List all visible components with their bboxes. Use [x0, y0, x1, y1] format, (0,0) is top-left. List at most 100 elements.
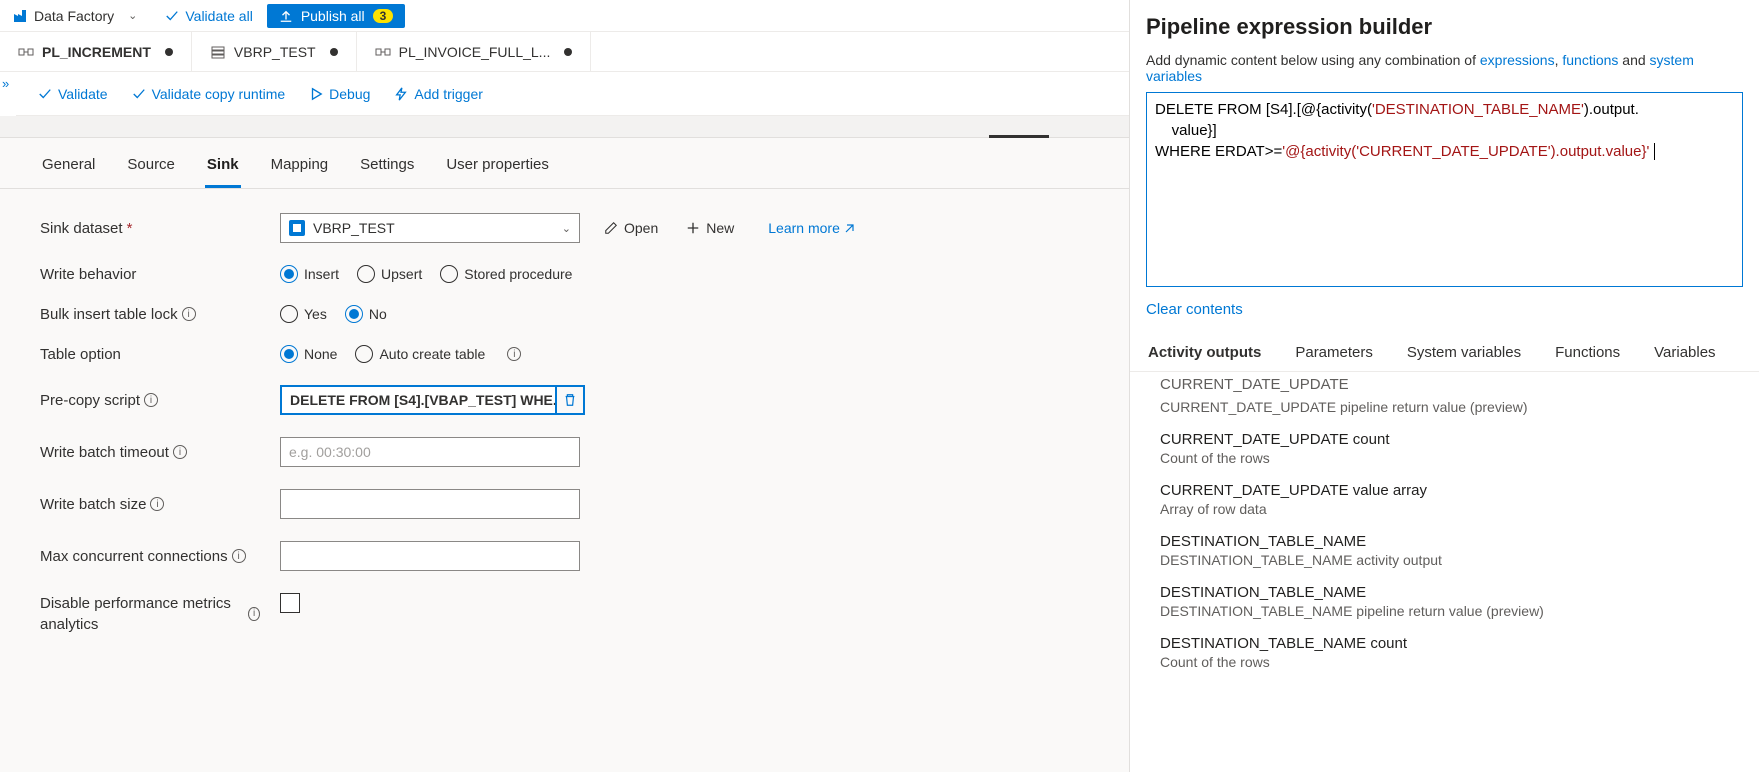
- max-conn-input[interactable]: [280, 541, 580, 571]
- expression-editor[interactable]: DELETE FROM [S4].[@{activity('DESTINATIO…: [1146, 92, 1743, 287]
- property-tab-general[interactable]: General: [40, 156, 97, 188]
- learn-more-link[interactable]: Learn more: [768, 220, 856, 236]
- check-icon: [38, 87, 52, 101]
- radio-label: Insert: [304, 266, 339, 282]
- output-desc: CURRENT_DATE_UPDATE pipeline return valu…: [1160, 399, 1743, 415]
- new-dataset-button[interactable]: New: [682, 220, 738, 236]
- check-icon: [132, 87, 146, 101]
- publish-all-label: Publish all: [301, 8, 365, 24]
- dataset-icon: [210, 44, 226, 60]
- output-title: DESTINATION_TABLE_NAME count: [1160, 635, 1743, 652]
- sink-dataset-select[interactable]: VBRP_TEST ⌄: [280, 213, 580, 243]
- pencil-icon: [604, 221, 618, 235]
- file-tab[interactable]: VBRP_TEST: [192, 32, 357, 71]
- write-behavior-radio-insert[interactable]: Insert: [280, 265, 339, 283]
- output-title: CURRENT_DATE_UPDATE count: [1160, 431, 1743, 448]
- batch-timeout-input[interactable]: [280, 437, 580, 467]
- expression-tab-variables[interactable]: Variables: [1652, 336, 1717, 371]
- bolt-icon: [394, 87, 408, 101]
- dirty-dot: [564, 48, 572, 56]
- expression-desc-link-expressions[interactable]: expressions: [1480, 52, 1555, 68]
- disable-metrics-checkbox[interactable]: [280, 593, 300, 613]
- write-behavior-radio-stored-procedure[interactable]: Stored procedure: [440, 265, 572, 283]
- batch-timeout-label: Write batch timeout: [40, 444, 169, 461]
- output-desc: DESTINATION_TABLE_NAME activity output: [1160, 552, 1743, 568]
- precopy-delete-button[interactable]: [555, 385, 585, 415]
- file-tab[interactable]: PL_INVOICE_FULL_L...: [357, 32, 592, 71]
- validate-all-button[interactable]: Validate all: [157, 4, 260, 28]
- radio-label: Stored procedure: [464, 266, 572, 282]
- publish-badge: 3: [373, 9, 394, 23]
- info-icon[interactable]: i: [507, 347, 521, 361]
- table-option-radio-none[interactable]: None: [280, 345, 337, 363]
- write-behavior-label: Write behavior: [40, 266, 136, 283]
- brand-menu[interactable]: Data Factory ⌄: [6, 6, 151, 26]
- add-trigger-label: Add trigger: [414, 86, 482, 102]
- factory-icon: [12, 8, 28, 24]
- precopy-label: Pre-copy script: [40, 392, 140, 409]
- info-icon[interactable]: i: [232, 549, 246, 563]
- radio-label: Auto create table: [379, 346, 485, 362]
- property-tab-mapping[interactable]: Mapping: [269, 156, 331, 188]
- sink-dataset-value: VBRP_TEST: [313, 220, 554, 236]
- info-icon[interactable]: i: [150, 497, 164, 511]
- trash-icon: [563, 393, 577, 407]
- bulk-lock-radio-no[interactable]: No: [345, 305, 387, 323]
- table-option-radios: None Auto create table i: [280, 345, 521, 363]
- output-title: DESTINATION_TABLE_NAME: [1160, 584, 1743, 601]
- validate-button[interactable]: Validate: [28, 80, 118, 108]
- property-tab-source[interactable]: Source: [125, 156, 177, 188]
- info-icon[interactable]: i: [173, 445, 187, 459]
- property-tab-user-properties[interactable]: User properties: [444, 156, 551, 188]
- info-icon[interactable]: i: [248, 607, 260, 621]
- external-icon: [844, 222, 856, 234]
- info-icon[interactable]: i: [182, 307, 196, 321]
- file-tab[interactable]: PL_INCREMENT: [0, 32, 192, 71]
- output-title: DESTINATION_TABLE_NAME: [1160, 533, 1743, 550]
- publish-all-button[interactable]: Publish all 3: [267, 4, 406, 28]
- activity-output-item[interactable]: DESTINATION_TABLE_NAME DESTINATION_TABLE_…: [1160, 525, 1743, 576]
- activity-output-item[interactable]: DESTINATION_TABLE_NAME countCount of the…: [1160, 627, 1743, 678]
- expression-desc-link-functions[interactable]: functions: [1562, 52, 1618, 68]
- expression-tab-activity-outputs[interactable]: Activity outputs: [1146, 336, 1263, 371]
- table-option-radio-auto-create-table[interactable]: Auto create table: [355, 345, 485, 363]
- info-icon[interactable]: i: [144, 393, 158, 407]
- property-tab-settings[interactable]: Settings: [358, 156, 416, 188]
- required-star: *: [127, 220, 133, 237]
- sink-dataset-label: Sink dataset: [40, 220, 123, 237]
- activity-output-item[interactable]: CURRENT_DATE_UPDATE count Count of the ro…: [1160, 423, 1743, 474]
- expression-tab-system-variables[interactable]: System variables: [1405, 336, 1523, 371]
- debug-button[interactable]: Debug: [299, 80, 380, 108]
- write-behavior-radio-upsert[interactable]: Upsert: [357, 265, 422, 283]
- validate-label: Validate: [58, 86, 108, 102]
- upload-icon: [279, 9, 293, 23]
- activity-output-item[interactable]: DESTINATION_TABLE_NAME DESTINATION_TABLE_…: [1160, 576, 1743, 627]
- output-desc: DESTINATION_TABLE_NAME pipeline return v…: [1160, 603, 1743, 619]
- radio-label: No: [369, 306, 387, 322]
- activity-output-item[interactable]: CURRENT_DATE_UPDATECURRENT_DATE_UPDATE p…: [1160, 372, 1743, 423]
- canvas-area: [0, 116, 1129, 138]
- add-trigger-button[interactable]: Add trigger: [384, 80, 492, 108]
- precopy-input[interactable]: DELETE FROM [S4].[VBAP_TEST] WHE...: [280, 385, 555, 415]
- expand-handle[interactable]: »: [0, 72, 16, 116]
- validate-copy-button[interactable]: Validate copy runtime: [122, 80, 296, 108]
- property-tab-sink[interactable]: Sink: [205, 156, 241, 188]
- property-tabs: General Source Sink Mapping Settings User pro…: [0, 138, 1129, 189]
- bulk-lock-radio-yes[interactable]: Yes: [280, 305, 327, 323]
- activity-output-item[interactable]: CURRENT_DATE_UPDATE value arrayArray of …: [1160, 474, 1743, 525]
- file-tab-label: PL_INVOICE_FULL_L...: [399, 44, 551, 60]
- batch-size-input[interactable]: [280, 489, 580, 519]
- expression-tab-functions[interactable]: Functions: [1553, 336, 1622, 371]
- open-dataset-button[interactable]: Open: [600, 220, 662, 236]
- expression-desc: Add dynamic content below using any comb…: [1130, 52, 1759, 92]
- file-tab-label: PL_INCREMENT: [42, 44, 151, 60]
- clear-contents-link[interactable]: Clear contents: [1130, 287, 1259, 336]
- radio-label: Upsert: [381, 266, 422, 282]
- expression-tab-parameters[interactable]: Parameters: [1293, 336, 1375, 371]
- dirty-dot: [330, 48, 338, 56]
- output-desc: Array of row data: [1160, 501, 1743, 517]
- output-desc: Count of the rows: [1160, 450, 1743, 466]
- new-label: New: [706, 220, 734, 236]
- file-tab-label: VBRP_TEST: [234, 44, 316, 60]
- radio-label: Yes: [304, 306, 327, 322]
